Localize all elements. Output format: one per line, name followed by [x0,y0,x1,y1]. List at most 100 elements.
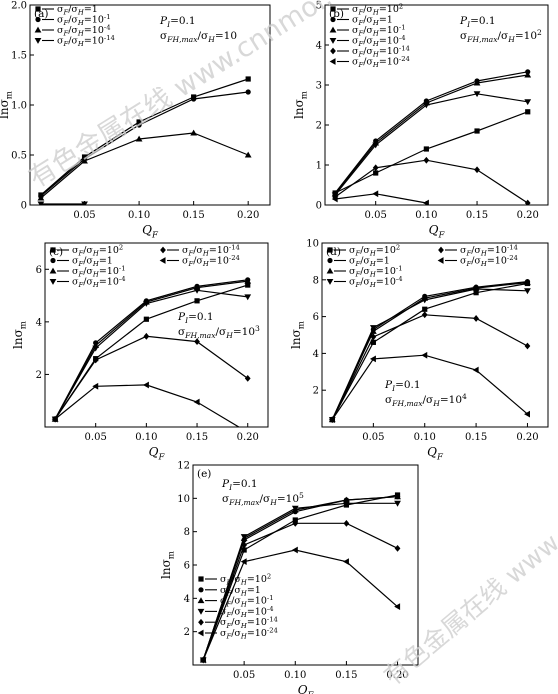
data-point [422,199,429,205]
data-point [291,546,298,554]
plot-frame [44,242,269,428]
data-point [291,505,299,512]
data-point [51,415,58,423]
y-tick-label: 4 [184,594,190,605]
y-tick-label: 8 [184,527,190,538]
data-point [245,89,251,95]
data-point [241,547,247,553]
y-tick-label: 1 [316,161,322,172]
plot-frame [321,242,549,428]
legend-marker [329,58,336,65]
series-line [334,71,528,194]
legend-entry: σF/σH=1 [57,4,98,17]
data-point [81,201,88,205]
legend-entry: σF/σH=10-4​ [352,34,406,48]
y-tick-label: 10 [306,239,319,250]
data-point [372,164,379,172]
data-point [473,91,481,98]
data-point [244,294,252,301]
x-tick-label: 0.15 [465,432,487,443]
series-line [334,111,528,194]
data-point [244,277,252,284]
x-tick-label: 0.05 [233,670,255,681]
annotation-line: PI=0.1 [159,15,196,29]
legend-marker [197,608,205,615]
y-tick-label: 8 [313,275,319,286]
legend: σF/σH=102​σF/σH=1σF/σH=10-1​σF/σH=10-4​σ… [197,572,278,641]
data-point [245,76,251,82]
legend-entry: σF/σH=1 [352,15,393,28]
y-tick-label: 2 [36,370,42,381]
data-point [423,156,430,164]
legend-entry: σF/σH=10-14​ [352,44,410,58]
data-point [524,342,531,350]
y-tick-label: 6 [36,265,42,276]
data-point [524,199,531,205]
y-axis-label: lnσm​ [0,91,14,119]
y-axis-label: lnσm​ [159,551,176,579]
y-axis-label-group: lnσm​ [289,321,306,349]
data-point [370,339,376,345]
y-axis-label-group: lnσm​ [11,321,28,349]
x-axis-label: QF​ [429,223,446,240]
x-tick-label: 0.05 [73,210,95,221]
data-point [472,286,480,293]
annotation-line: σFH,max/σH=104​ [385,392,467,408]
data-point [343,500,350,507]
data-point [369,325,377,332]
x-tick-label: 0.05 [365,210,387,221]
legend-entry: σF/σH=10-14​ [220,616,278,630]
y-tick-label: 4 [316,41,322,52]
annotation-line: PI=0.1 [221,478,258,492]
x-axis-label: QF​ [149,445,166,462]
y-tick-label: 10 [177,494,190,505]
data-point [472,366,479,374]
data-point [473,79,481,86]
legend-marker [160,246,166,254]
legend-marker [438,246,444,254]
data-point [92,382,99,390]
annotation-line: PI=0.1 [384,379,421,393]
y-tick-label: 4 [313,349,319,360]
legend-entry: σF/σH=10-1​ [352,23,406,37]
legend-marker [34,26,42,33]
legend-entry: σF/σH=10-14​ [182,243,240,257]
legend-entry: σF/σH=10-4​ [349,275,403,289]
data-point [343,519,350,527]
legend-marker [437,257,444,264]
annotation-line: PI=0.1 [177,311,214,325]
legend-marker [326,278,334,285]
data-point [142,381,149,389]
legend-marker [159,257,166,264]
data-point [37,201,45,205]
legend-entry: σF/σH=10-1​ [220,594,274,608]
data-point [142,300,150,307]
series-line [334,159,529,204]
legend-marker [50,257,56,264]
x-tick-label: 0.15 [183,210,205,221]
series-line [335,193,427,204]
data-point [394,493,401,500]
legend-marker [329,37,337,44]
annotation-line: PI=0.1 [459,15,496,29]
data-point [37,194,45,201]
x-tick-label: 0.10 [135,432,157,443]
legend-entry: σF/σH=10-1​ [72,264,126,278]
legend: σF/σH=102​σF/σH=1σF/σH=10-1​σF/σH=10-4​σ… [329,2,410,69]
y-tick-label: 3 [316,81,322,92]
data-point [136,122,142,128]
legend-entry: σF/σH=10-14​ [460,243,518,257]
legend-entry: σF/σH=102​ [72,243,123,257]
series-group [328,279,531,424]
legend-entry: σF/σH=10-14​ [57,34,115,48]
data-point [240,534,248,541]
legend: σF/σH=102​σF/σH=1σF/σH=10-1​σF/σH=10-4​σ… [326,243,518,289]
legend-marker [330,16,336,23]
y-tick-label: 4 [36,317,42,328]
x-tick-label: 0.05 [362,432,384,443]
series-line [334,93,528,196]
x-tick-label: 0.20 [237,432,259,443]
legend-entry: σF/σH=102​ [220,572,271,586]
legend-marker [35,16,41,23]
